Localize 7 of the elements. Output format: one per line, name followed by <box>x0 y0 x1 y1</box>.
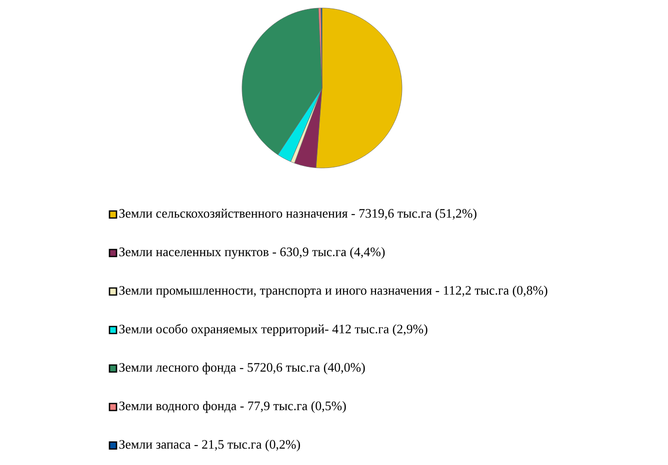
legend-label: Земли населенных пунктов - 630,9 тыс.га (4,4%) <box>119 247 385 259</box>
legend-label: Земли сельскохозяйственного назначения - 7319,6 тыс.га (51,2%) <box>119 208 476 220</box>
legend-label: Земли промышленности, транспорта и иного назначения - 112,2 тыс.га (0,8%) <box>119 286 548 298</box>
legend-label: Земли водного фонда - 77,9 тыс.га (0,5%) <box>119 401 346 413</box>
legend-label: Земли лесного фонда - 5720,6 тыс.га (40,0%) <box>119 362 365 374</box>
legend-label: Земли особо охраняемых территорий- 412 тыс.га (2,9%) <box>119 324 428 336</box>
legend-label: Земли запаса - 21,5 тыс.га (0,2%) <box>119 440 300 452</box>
